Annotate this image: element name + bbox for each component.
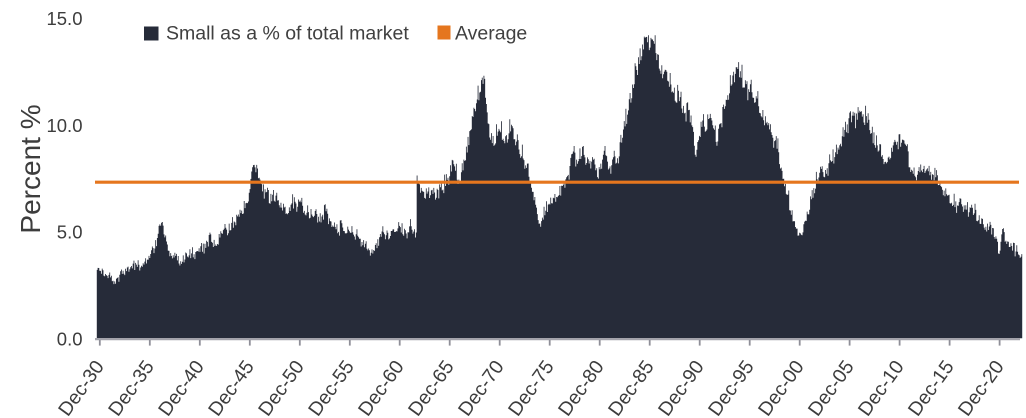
- svg-text:Average: Average: [455, 23, 527, 45]
- svg-text:10.0: 10.0: [46, 115, 82, 136]
- svg-text:Small as a % of total market: Small as a % of total market: [166, 23, 409, 45]
- svg-text:0.0: 0.0: [57, 328, 83, 349]
- svg-text:5.0: 5.0: [57, 222, 83, 243]
- svg-text:15.0: 15.0: [46, 8, 82, 29]
- svg-text:Percent %: Percent %: [15, 104, 46, 233]
